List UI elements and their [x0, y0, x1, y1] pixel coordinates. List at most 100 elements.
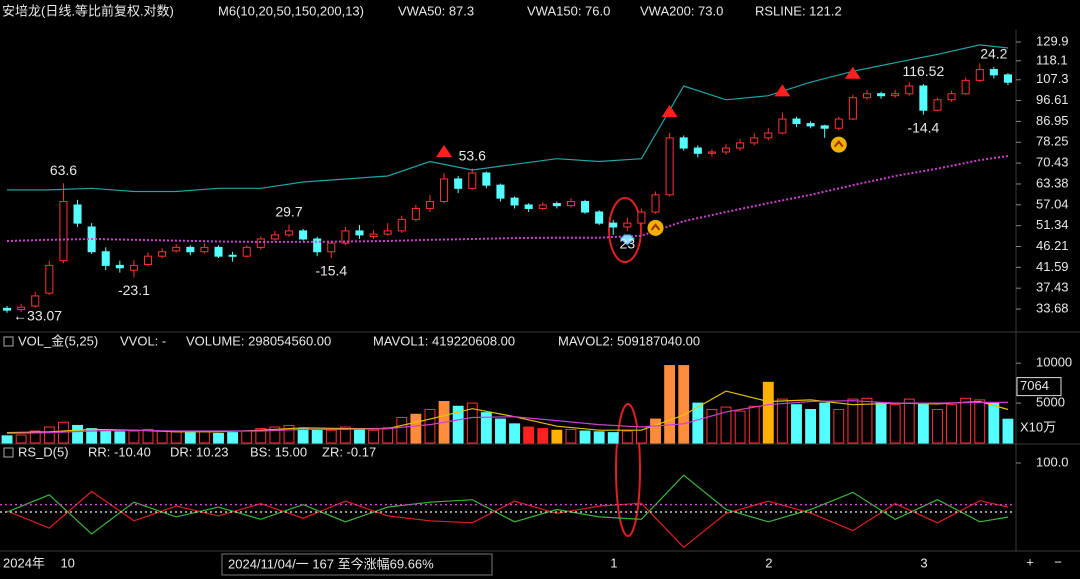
signal-chevron	[834, 140, 844, 148]
indicator-line	[6, 155, 1009, 243]
candle-body	[961, 79, 970, 95]
volume-bar	[776, 398, 788, 444]
volume-bar	[593, 431, 605, 444]
candle-body	[440, 178, 449, 203]
candle-body	[129, 264, 138, 271]
candle-body	[623, 222, 632, 228]
y-tick-label: 46.21	[1036, 238, 1069, 253]
y-tick-label: 78.25	[1036, 134, 1069, 149]
indicator-label: BS: 15.00	[250, 444, 307, 459]
candle-body	[933, 99, 942, 111]
volume-bar	[791, 404, 802, 444]
ma-line	[6, 400, 1009, 434]
volume-bar	[29, 430, 41, 444]
y-tick-label: 96.61	[1036, 92, 1069, 107]
volume-bar	[297, 428, 309, 444]
candle-body	[721, 147, 731, 153]
indicator-label: VWA200: 73.0	[640, 3, 723, 18]
x-tick-label: 2	[765, 555, 772, 570]
candle-body	[552, 203, 561, 207]
volume-bar	[847, 398, 859, 444]
volume-bar	[946, 404, 957, 444]
rs-line	[6, 490, 1009, 549]
candle-body	[228, 254, 237, 257]
volume-bar	[762, 381, 774, 444]
candle-body	[143, 255, 153, 265]
volume-bar	[15, 434, 27, 444]
volume-bar	[311, 428, 323, 444]
candle-body	[665, 137, 674, 196]
unit-label: X10万	[1020, 419, 1056, 434]
volume-bar	[833, 408, 845, 444]
annotation: 23	[620, 236, 636, 252]
annotation: 29.7	[275, 203, 302, 219]
volume-bar	[706, 408, 718, 444]
volume-bar	[170, 431, 182, 444]
y-tick-label: 5000	[1036, 395, 1065, 410]
candle-body	[73, 204, 82, 224]
candle-body	[59, 201, 68, 262]
volume-bar	[748, 405, 760, 444]
volume-bar	[269, 426, 281, 444]
volume-bar	[537, 428, 549, 444]
volume-bar	[227, 432, 239, 444]
volume-bar	[678, 365, 690, 444]
candle-body	[158, 251, 167, 257]
volume-bar	[960, 397, 972, 444]
volume-bar	[424, 408, 436, 444]
volume-bar	[339, 426, 351, 444]
panel-icon	[3, 336, 14, 347]
volume-bar	[283, 424, 295, 444]
indicator-label: VOLUME: 298054560.00	[186, 333, 331, 348]
volume-bar	[1002, 418, 1014, 444]
volume-bar	[720, 406, 732, 444]
candle-body	[496, 184, 505, 199]
volume-bar	[255, 428, 267, 444]
candle-body	[510, 197, 519, 206]
candle-body	[707, 151, 716, 154]
signal-gem	[619, 234, 636, 246]
volume-bar	[368, 429, 380, 444]
candle-body	[989, 69, 998, 76]
volume-bar	[142, 428, 154, 444]
candle-body	[566, 201, 575, 207]
volume-bar	[621, 430, 633, 444]
candle-body	[214, 246, 223, 257]
candle-body	[764, 132, 773, 139]
volume-bar	[213, 432, 224, 444]
candle-body	[877, 93, 886, 97]
volume-bar	[692, 402, 704, 444]
candle-body	[820, 125, 829, 129]
x-tick-label: 1	[610, 555, 617, 570]
y-tick-label: 63.38	[1036, 175, 1069, 190]
candle-body	[468, 172, 477, 189]
signal-triangle	[436, 144, 453, 157]
volume-bar	[664, 365, 676, 444]
volume-bar	[805, 408, 817, 444]
candle-body	[750, 137, 759, 144]
x-tick-label: 3	[920, 555, 927, 570]
candle-body	[524, 204, 533, 209]
highlight-ellipse	[608, 197, 642, 263]
candle-body	[679, 137, 688, 149]
volume-bar	[917, 402, 929, 444]
candle-body	[919, 85, 928, 111]
candle-body	[454, 178, 463, 189]
candle-body	[425, 201, 434, 209]
volume-bar	[410, 413, 422, 444]
volume-bar	[974, 399, 986, 444]
chart-title: 安培龙(日线.等比前复权.对数)	[2, 3, 174, 18]
cursor-value: 7064	[1020, 378, 1049, 393]
indicator-label: RR: -10.40	[88, 444, 151, 459]
volume-bar	[565, 428, 577, 444]
zoom-in[interactable]: +	[1026, 554, 1034, 569]
volume-bar	[579, 430, 591, 444]
year-label: 2024年	[3, 555, 45, 570]
candle-body	[792, 118, 801, 125]
signal-triangle	[661, 105, 678, 118]
panel-icon	[3, 447, 14, 458]
zoom-out[interactable]: −	[1054, 554, 1062, 569]
volume-bar	[184, 432, 196, 444]
candle-body	[905, 85, 914, 95]
annotation: 116.52	[902, 63, 944, 79]
